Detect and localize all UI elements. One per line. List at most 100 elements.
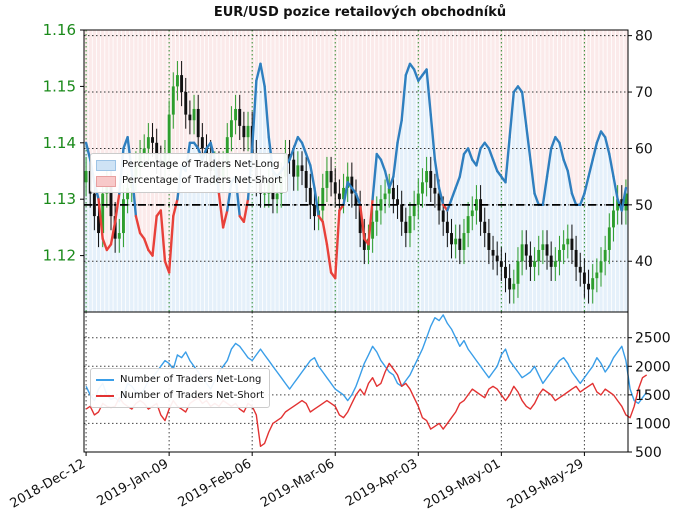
counts-panel-frame [83,311,629,453]
candle-body [416,193,420,205]
candle-body [109,176,113,217]
net-short-bar [424,30,429,70]
net-short-bar [287,30,292,160]
percentage-tick-label: 80 [635,29,653,45]
candle-body [238,108,242,126]
net-short-bar [175,30,180,200]
candle-body [458,238,462,250]
net-short-bar [275,30,279,177]
net-short-bar [304,30,308,155]
candle-body [225,137,229,166]
net-short-percentage-segment [321,220,329,246]
net-short-bar [445,30,450,211]
net-short-bar [582,30,587,194]
net-short-bar [329,30,333,273]
net-long-percentage-segment [591,141,599,161]
net-long-percentage-segment [383,169,391,190]
net-short-bar [599,30,603,132]
net-long-percentage-segment [475,147,482,167]
legend-entry-net-short: Percentage of Traders Net-Short [96,173,282,189]
percentage-legend: Percentage of Traders Net-Long Percentag… [90,153,289,193]
net-short-bar [491,30,495,160]
net-short-bar [221,30,225,228]
net-short-bar [383,30,387,171]
net-short-bar [113,30,117,222]
net-long-percentage-segment [466,147,474,161]
net-short-bar [483,30,487,143]
net-long-bar [163,261,167,312]
net-short-bar [611,30,616,177]
net-long-bar [208,142,213,312]
net-long-bar [134,216,138,312]
net-short-percentage-segment [159,209,167,263]
candle-body [582,272,586,284]
net-long-percentage-segment [587,158,594,178]
net-long-bar [105,249,109,312]
legend-swatch-net-short [96,175,116,187]
percentage-tick-label: 50 [635,198,653,214]
net-short-bar [370,30,375,200]
candle-body [508,278,512,290]
candle-body [499,261,503,267]
net-long-bar [300,142,304,312]
candle-body [167,114,171,155]
net-long-bar [611,176,616,312]
candle-body [587,283,591,290]
net-short-bar [362,30,366,239]
net-long-bar [603,137,607,312]
net-short-bar [433,30,437,160]
net-long-bar [283,165,288,312]
legend-label-net-short: Percentage of Traders Net-Short [122,175,283,186]
net-short-bar [96,30,101,200]
candle-body [491,249,495,256]
net-long-percentage-segment [354,192,362,207]
net-long-bar [113,221,117,312]
net-long-percentage-segment [525,124,532,161]
candle-body [441,210,445,222]
net-long-bar [499,176,504,312]
net-long-percentage-segment [250,79,258,150]
net-long-bar [142,238,146,312]
net-long-percentage-segment [570,192,578,207]
net-short-percentage-segment [242,197,250,223]
net-long-percentage-segment [533,192,540,207]
candle-body [408,216,412,234]
candle-body [450,233,453,245]
price-tick-label: 1.13 [43,190,76,208]
candle-body [495,255,499,262]
net-short-bar [507,30,512,138]
date-tick-label: 2019-May-01 [422,456,504,512]
net-short-bar [391,30,396,177]
net-short-bar [354,30,358,194]
net-long-bar [437,187,441,312]
candle-body [155,142,159,160]
candle-body [329,171,333,183]
net-short-bar [117,30,121,194]
percentage-axis: 40 50 60 70 80 [628,29,653,270]
net-short-bar [578,30,582,205]
candle-body [591,278,595,290]
candle-body [313,204,316,217]
candle-body [126,187,130,200]
net-long-bar [615,199,620,312]
net-short-bar [196,30,200,149]
candle-body [184,92,188,115]
net-short-percentage-segment [151,214,158,257]
net-long-bar [445,210,450,312]
candle-body [175,75,179,87]
net-long-bar [358,204,362,312]
candle-body [570,238,574,250]
candle-body [524,244,528,256]
net-short-bar [537,30,541,205]
legend-swatch-net-long [96,159,116,171]
percentage-tick-label: 60 [635,141,653,157]
net-long-bar [308,165,312,312]
net-short-bar [441,30,445,205]
net-short-bar [262,30,267,87]
net-long-percentage-segment [487,147,495,161]
net-short-bar [159,30,163,211]
net-short-bar [453,30,458,188]
net-long-bar [321,221,325,312]
net-long-bar [130,171,134,312]
candle-body [196,108,200,138]
